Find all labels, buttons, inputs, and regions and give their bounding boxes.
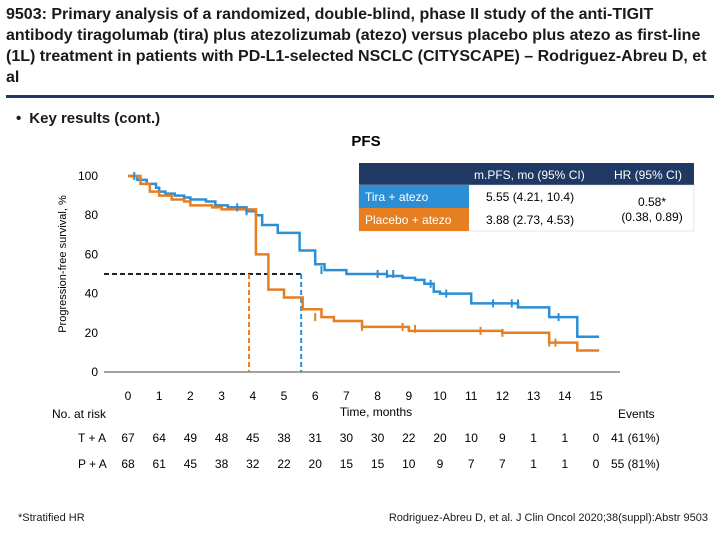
risk-value: 9 (437, 457, 444, 471)
y-axis-label: Progression-free survival, % (57, 195, 69, 333)
x-tick-label: 7 (343, 389, 350, 403)
x-tick-label: 9 (405, 389, 412, 403)
risk-events: 41 (61%) (611, 431, 660, 445)
risk-value: 0 (593, 457, 600, 471)
risk-value: 10 (402, 457, 416, 471)
chart-title: PFS (351, 133, 380, 150)
risk-value: 1 (561, 431, 568, 445)
risk-value: 30 (371, 431, 385, 445)
risk-value: 32 (246, 457, 260, 471)
risk-table-label: No. at risk (52, 407, 107, 421)
risk-value: 64 (153, 431, 167, 445)
risk-events: 55 (81%) (611, 457, 660, 471)
risk-value: 7 (468, 457, 475, 471)
x-tick-label: 4 (249, 389, 256, 403)
y-tick-label: 100 (78, 169, 98, 183)
footnote: *Stratified HR (18, 512, 85, 524)
risk-row-label: T + A (78, 431, 106, 445)
x-tick-label: 6 (312, 389, 319, 403)
risk-value: 20 (309, 457, 323, 471)
risk-value: 67 (121, 431, 135, 445)
risk-value: 1 (530, 431, 537, 445)
legend: m.PFS, mo (95% CI) HR (95% CI) Tira + at… (359, 163, 694, 231)
x-tick-label: 15 (589, 389, 603, 403)
risk-value: 45 (246, 431, 260, 445)
risk-value: 38 (215, 457, 229, 471)
x-tick-label: 0 (125, 389, 132, 403)
y-tick-label: 40 (85, 287, 99, 301)
risk-table-events-header: Events (618, 407, 655, 421)
x-axis-label: Time, months (340, 405, 412, 419)
risk-value: 15 (371, 457, 385, 471)
legend-mpfs-placebo: 3.88 (2.73, 4.53) (486, 213, 574, 227)
risk-value: 48 (215, 431, 229, 445)
risk-value: 10 (465, 431, 479, 445)
x-tick-label: 2 (187, 389, 194, 403)
y-tick-label: 20 (85, 326, 99, 340)
legend-label-tira: Tira + atezo (365, 190, 429, 204)
risk-value: 22 (277, 457, 291, 471)
legend-label-placebo: Placebo + atezo (365, 213, 452, 227)
x-tick-label: 13 (527, 389, 541, 403)
risk-value: 49 (184, 431, 198, 445)
risk-row-label: P + A (78, 457, 107, 471)
risk-value: 0 (593, 431, 600, 445)
legend-header-mpfs: m.PFS, mo (95% CI) (474, 168, 585, 182)
x-tick-label: 10 (433, 389, 447, 403)
x-tick-label: 14 (558, 389, 572, 403)
risk-value: 68 (121, 457, 135, 471)
risk-value: 61 (153, 457, 167, 471)
y-tick-label: 80 (85, 208, 99, 222)
x-tick-label: 8 (374, 389, 381, 403)
risk-value: 1 (561, 457, 568, 471)
legend-mpfs-tira: 5.55 (4.21, 10.4) (486, 190, 574, 204)
legend-header-hr: HR (95% CI) (614, 168, 682, 182)
citation: Rodriguez-Abreu D, et al. J Clin Oncol 2… (389, 512, 708, 524)
risk-value: 22 (402, 431, 416, 445)
x-tick-label: 5 (281, 389, 288, 403)
x-tick-label: 11 (465, 389, 478, 403)
risk-value: 30 (340, 431, 354, 445)
y-tick-label: 60 (85, 247, 99, 261)
legend-hr-value: 0.58* (638, 195, 666, 209)
risk-value: 31 (309, 431, 323, 445)
risk-value: 7 (499, 457, 506, 471)
risk-value: 9 (499, 431, 506, 445)
x-tick-label: 1 (156, 389, 163, 403)
risk-value: 38 (277, 431, 291, 445)
risk-value: 20 (433, 431, 447, 445)
risk-value: 15 (340, 457, 354, 471)
pfs-chart: PFS Progression-free survival, % Time, m… (0, 0, 720, 540)
risk-value: 1 (530, 457, 537, 471)
legend-hr-ci: (0.38, 0.89) (621, 210, 682, 224)
y-tick-label: 0 (91, 365, 98, 379)
risk-value: 45 (184, 457, 198, 471)
x-tick-label: 12 (496, 389, 510, 403)
x-tick-label: 3 (218, 389, 225, 403)
